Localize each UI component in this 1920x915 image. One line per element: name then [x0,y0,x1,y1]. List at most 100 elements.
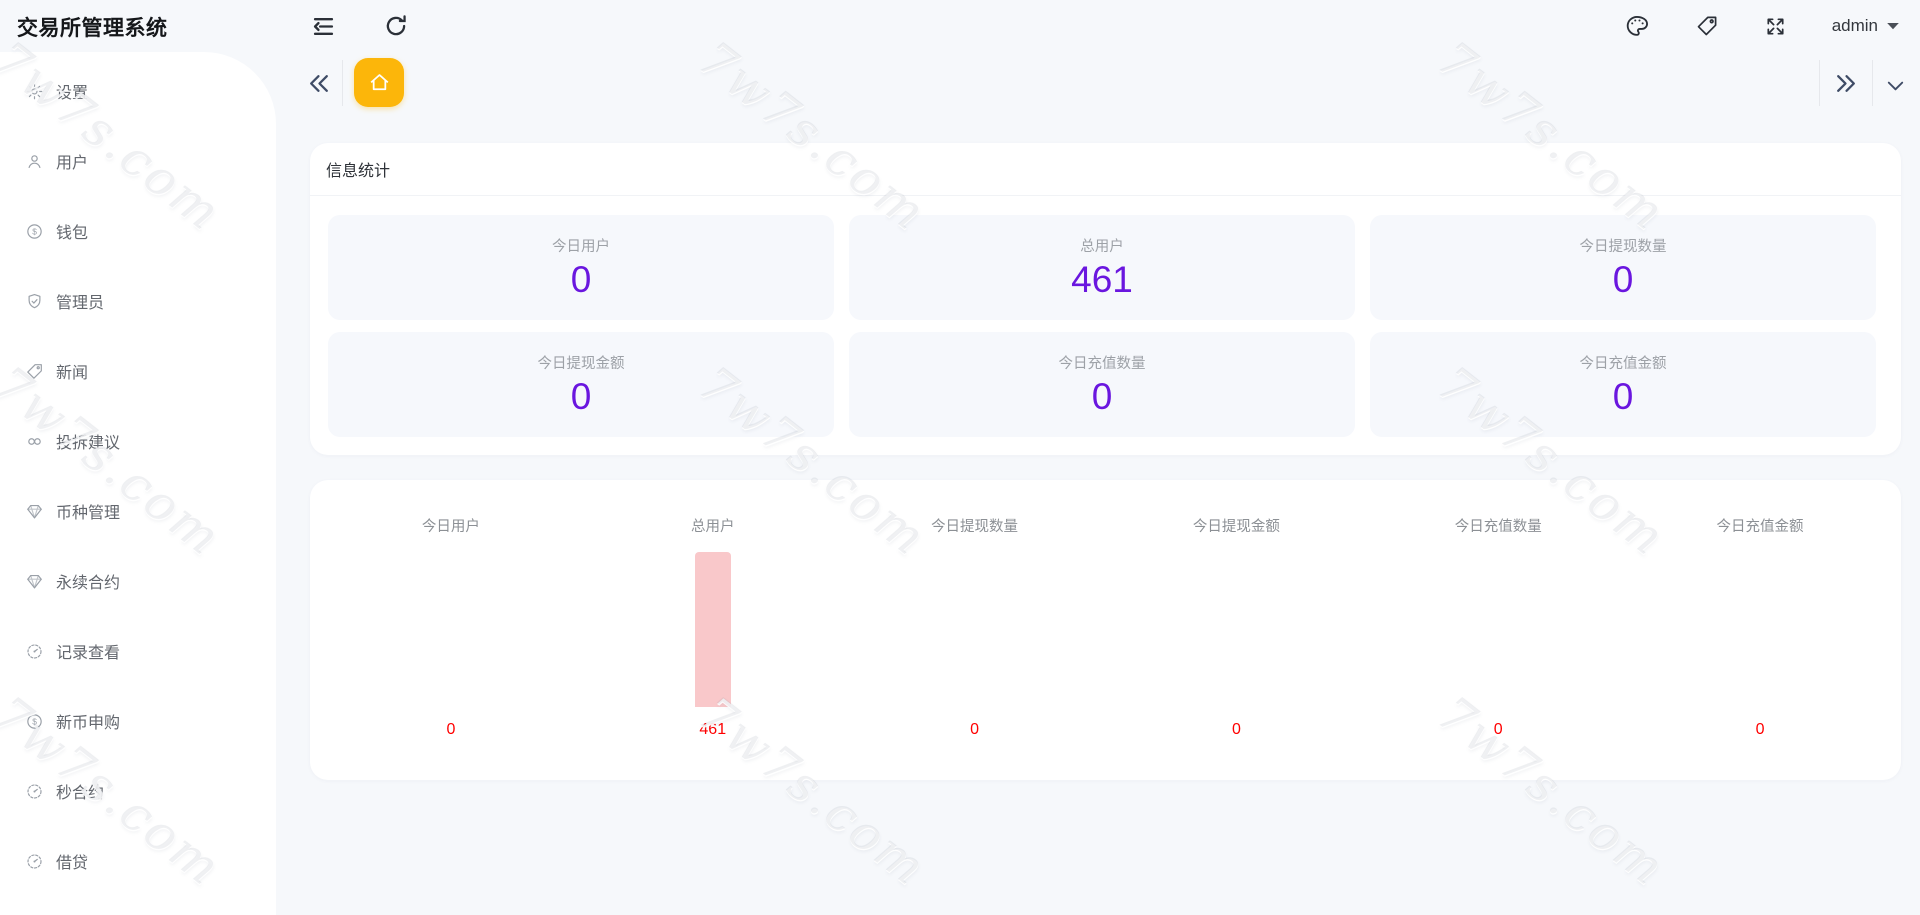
stats-panel: 信息统计 今日用户 0 总用户 461 今日提现数量 0 今日提现金额 0 今日充值数量 0 今日充… [310,143,1901,455]
chart-column-5: 今日充值数量 0 [1367,515,1629,780]
main-content: 信息统计 今日用户 0 总用户 461 今日提现数量 0 今日提现金额 0 今日充值数量 0 今日充… [276,52,1920,915]
topbar-left-icons [310,0,409,52]
chart-category-label: 今日提现数量 [931,519,1019,535]
user-icon [24,151,44,171]
sidebar-item-label: 钱包 [56,225,89,242]
sidebar-item-4[interactable]: 管理员 [0,266,276,336]
chart-bar [694,552,731,707]
chart-bar-area [1218,535,1254,707]
user-menu[interactable]: admin [1832,16,1900,36]
sidebar-item-1[interactable]: 设置 [0,56,276,126]
chart-category-label: 总用户 [690,519,735,535]
stats-panel-header: 信息统计 [310,143,1901,196]
chart-column-3: 今日提现数量 0 [844,515,1106,780]
stat-card-value: 0 [1612,258,1634,300]
sidebar-item-label: 永续合约 [56,575,121,592]
stat-card-label: 总用户 [1080,238,1124,255]
home-icon [367,70,392,95]
fullscreen-icon[interactable] [1764,15,1787,38]
bar-chart: 今日用户 0 总用户 461 今日提现数量 0 今日提现金额 0 今日充值数量 0 今日充值金额 0 [310,480,1901,780]
topbar-right-icons: admin [1624,0,1900,52]
tag-icon[interactable] [1695,14,1719,38]
link-icon [24,431,44,451]
sidebar-item-2[interactable]: 用户 [0,126,276,196]
stat-card-1: 今日用户 0 [328,215,834,320]
gauge-icon [24,641,44,661]
sidebar-item-label: 投拆建议 [56,435,121,452]
stat-card-value: 0 [570,375,592,417]
sidebar-item-label: 秒合约 [56,785,105,802]
tabs-scroll-left-button[interactable] [306,70,332,96]
sidebar-item-label: 用户 [56,155,89,172]
menu-fold-icon[interactable] [310,13,337,40]
sidebar-item-9[interactable]: 记录查看 [0,616,276,686]
svg-text:$: $ [32,226,37,236]
sidebar-item-5[interactable]: 新闻 [0,336,276,406]
sidebar-item-label: 新币申购 [56,715,121,732]
sidebar-item-10[interactable]: $ 新币申购 [0,686,276,756]
sidebar-item-label: 币种管理 [56,505,121,522]
chart-bar-area [433,535,469,707]
app-title: 交易所管理系统 [17,17,168,40]
stat-card-2: 总用户 461 [849,215,1355,320]
tag-icon [24,361,44,381]
chart-bar-area [694,535,731,707]
sidebar-item-11[interactable]: 秒合约 [0,756,276,826]
tabbar-separator [1872,60,1873,106]
stats-panel-title: 信息统计 [326,163,391,180]
tabs-more-button[interactable] [1882,72,1908,98]
chart-bar-area [1480,535,1516,707]
coin-icon: $ [24,221,44,241]
stat-card-value: 0 [570,258,592,300]
chart-bar-area [1742,535,1778,707]
sidebar-item-12[interactable]: 借贷 [0,826,276,896]
chart-value-label: 0 [446,721,456,738]
gauge-icon [24,781,44,801]
gear-icon [24,81,44,101]
stat-card-value: 0 [1612,375,1634,417]
chart-column-1: 今日用户 0 [320,515,582,780]
svg-text:$: $ [32,716,37,726]
gem-icon [24,571,44,591]
stat-card-3: 今日提现数量 0 [1370,215,1876,320]
sidebar: 设置用户 $ 钱包管理员新闻投拆建议币种管理永续合约记录查看 $ 新币申购秒合约借贷 [0,52,276,915]
tab-home[interactable] [354,58,404,107]
chart-column-6: 今日充值金额 0 [1629,515,1891,780]
chart-category-label: 今日用户 [421,519,480,535]
stat-card-6: 今日充值金额 0 [1370,332,1876,437]
chart-category-label: 今日提现金额 [1192,519,1280,535]
stat-card-5: 今日充值数量 0 [849,332,1355,437]
stat-card-label: 今日提现数量 [1579,238,1667,255]
sidebar-item-7[interactable]: 币种管理 [0,476,276,546]
sidebar-menu: 设置用户 $ 钱包管理员新闻投拆建议币种管理永续合约记录查看 $ 新币申购秒合约借贷 [0,56,276,896]
stat-card-label: 今日充值金额 [1579,355,1667,372]
gauge-icon [24,851,44,871]
stat-card-4: 今日提现金额 0 [328,332,834,437]
stat-card-label: 今日提现金额 [537,355,625,372]
sidebar-item-8[interactable]: 永续合约 [0,546,276,616]
refresh-icon[interactable] [383,13,409,39]
caret-down-icon [1886,21,1900,31]
chart-column-4: 今日提现金额 0 [1105,515,1367,780]
chart-column-2: 总用户 461 [582,515,844,780]
chart-category-label: 今日充值金额 [1716,519,1804,535]
stat-card-label: 今日用户 [552,238,610,255]
sidebar-item-label: 设置 [56,85,89,102]
theme-palette-icon[interactable] [1624,13,1650,39]
chart-value-label: 461 [699,721,727,738]
sidebar-item-label: 记录查看 [56,645,121,662]
tabbar-separator [342,60,343,106]
coin-icon: $ [24,711,44,731]
chart-value-label: 0 [1493,721,1503,738]
sidebar-item-6[interactable]: 投拆建议 [0,406,276,476]
user-name: admin [1831,16,1878,35]
stat-card-value: 461 [1071,258,1133,300]
shield-icon [24,291,44,311]
sidebar-item-label: 新闻 [56,365,89,382]
stat-card-value: 0 [1091,375,1113,417]
topbar: 交易所管理系统 [0,0,1920,52]
tabs-scroll-right-button[interactable] [1832,70,1858,96]
sidebar-item-3[interactable]: $ 钱包 [0,196,276,266]
sidebar-item-label: 管理员 [56,295,105,312]
